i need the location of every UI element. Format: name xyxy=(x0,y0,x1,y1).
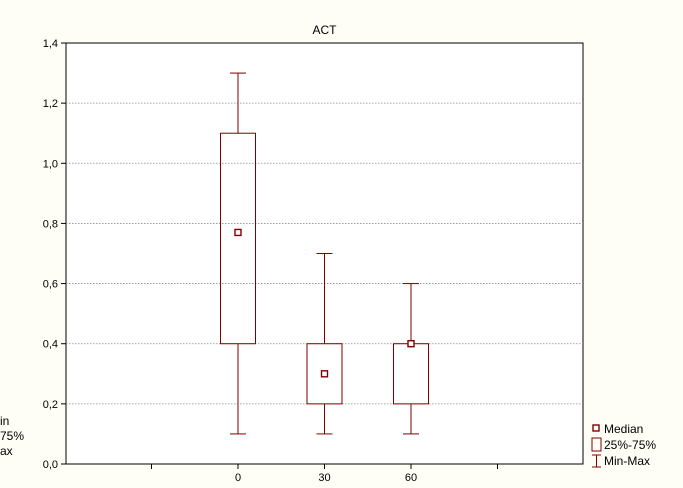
x-tick-label: 0 xyxy=(235,472,241,484)
x-tick-label: 60 xyxy=(405,472,417,484)
y-tick-label: 0,2 xyxy=(43,399,58,411)
y-tick-label: 1,4 xyxy=(43,38,58,50)
median-marker xyxy=(320,370,329,378)
y-tick-label: 0,6 xyxy=(43,279,58,291)
box-series xyxy=(220,72,429,435)
axes: 0,0 0,2 0,4 0,6 0,8 1,0 1,2 1,4 0 30 60 xyxy=(43,38,498,484)
whisker-marker-icon xyxy=(592,454,601,468)
y-tick-label: 0,4 xyxy=(43,339,58,351)
box-0 xyxy=(220,72,256,435)
iqr-box xyxy=(220,132,256,345)
legend: Median 25%-75% Min-Max xyxy=(591,422,656,468)
box-30 xyxy=(306,253,343,435)
legend-label-median: Median xyxy=(604,422,643,436)
cropped-legend-text: 75% xyxy=(0,429,24,443)
legend-label-minmax: Min-Max xyxy=(604,454,650,468)
cropped-legend-text: ax xyxy=(0,444,13,458)
legend-label-iqr: 25%-75% xyxy=(604,438,656,452)
x-tick-label: 30 xyxy=(318,472,330,484)
median-marker-icon xyxy=(592,424,600,432)
legend-entry-minmax: Min-Max xyxy=(592,454,650,468)
iqr-box xyxy=(306,343,343,405)
cropped-left-legend: in 75% ax xyxy=(0,414,24,458)
box-marker-icon xyxy=(591,437,602,452)
y-tick-label: 0,0 xyxy=(43,459,58,471)
y-tick-label: 1,0 xyxy=(43,158,58,170)
median-marker xyxy=(234,228,242,237)
y-tick-label: 1,2 xyxy=(43,98,58,110)
chart-title: ACT xyxy=(313,23,338,37)
box-60 xyxy=(393,283,429,435)
cropped-legend-text: in xyxy=(0,414,9,428)
y-tick-label: 0,8 xyxy=(43,218,58,230)
median-marker xyxy=(407,340,415,348)
legend-entry-median: Median xyxy=(592,422,643,436)
legend-entry-iqr: 25%-75% xyxy=(591,437,656,452)
